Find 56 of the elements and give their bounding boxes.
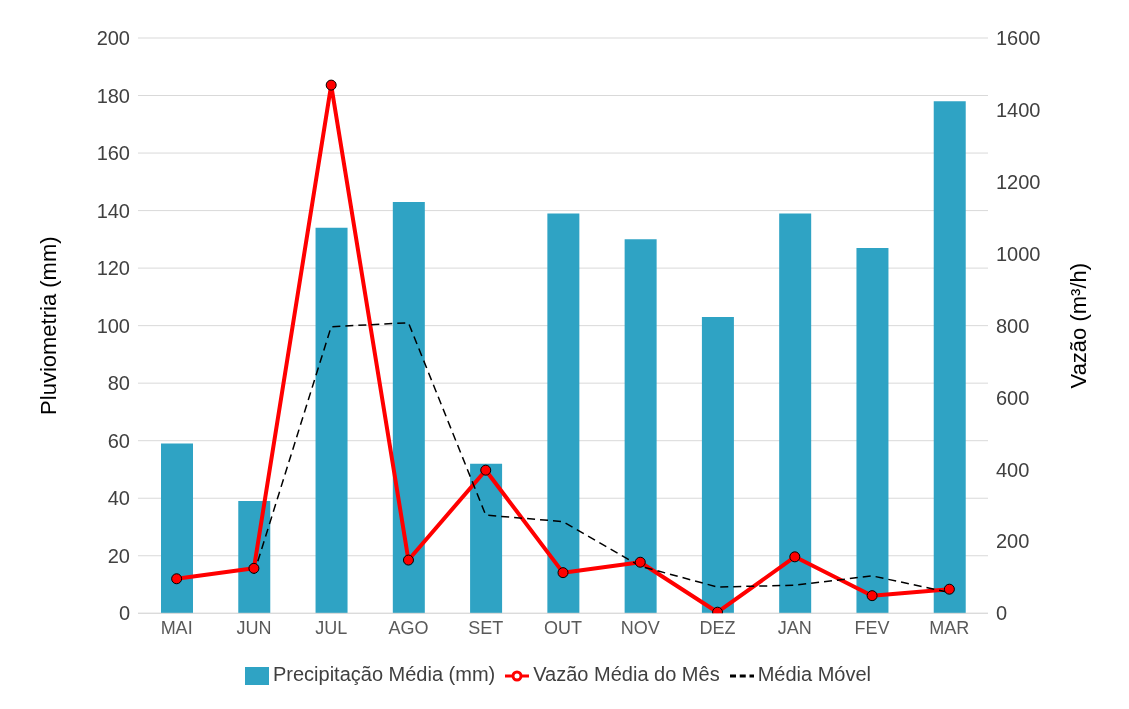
x-tick-label: MAR bbox=[929, 618, 970, 639]
point bbox=[325, 79, 337, 91]
y-axis-title: Pluviometria (mm) bbox=[35, 236, 61, 415]
y2-tick-label: 1400 bbox=[996, 99, 1041, 122]
y-tick-label: 140 bbox=[96, 199, 130, 222]
point bbox=[480, 464, 492, 476]
y2-axis-title: Vazão (m³/h) bbox=[1065, 262, 1091, 389]
y-tick-label: 60 bbox=[107, 429, 130, 452]
y2-tick-label: 0 bbox=[996, 602, 1008, 625]
bar bbox=[624, 239, 657, 614]
y2-tick-label: 400 bbox=[996, 458, 1030, 481]
y2-tick-label: 600 bbox=[996, 386, 1030, 409]
bar bbox=[392, 201, 425, 614]
bar bbox=[701, 317, 734, 614]
point bbox=[557, 567, 569, 579]
y-tick-label: 120 bbox=[96, 257, 130, 280]
y-tick-label: 0 bbox=[118, 602, 130, 625]
x-tick-label: OUT bbox=[544, 618, 582, 639]
bar bbox=[315, 227, 348, 614]
x-tick-label: SET bbox=[468, 618, 504, 639]
legend-label: Média Móvel bbox=[757, 663, 872, 686]
y-tick-label: 200 bbox=[96, 27, 130, 50]
y2-tick-label: 1000 bbox=[996, 242, 1041, 265]
point bbox=[789, 551, 801, 563]
x-tick-label: AGO bbox=[388, 618, 429, 639]
y-tick-label: 100 bbox=[96, 314, 130, 337]
x-tick-label: JUL bbox=[315, 618, 348, 639]
x-tick-label: JUN bbox=[236, 618, 272, 639]
y2-tick-label: 800 bbox=[996, 314, 1030, 337]
x-tick-label: NOV bbox=[620, 618, 660, 639]
y-tick-label: 40 bbox=[107, 487, 130, 510]
bar bbox=[470, 463, 503, 614]
y-tick-label: 80 bbox=[107, 372, 130, 395]
bar bbox=[161, 443, 193, 614]
y-tick-label: 160 bbox=[96, 142, 130, 165]
point bbox=[634, 556, 646, 568]
point bbox=[866, 590, 878, 602]
legend-label: Vazão Média do Mês bbox=[533, 663, 720, 686]
point bbox=[402, 554, 414, 566]
bar bbox=[779, 213, 812, 614]
point bbox=[248, 562, 260, 574]
bar bbox=[547, 213, 580, 614]
bar bbox=[933, 101, 966, 614]
y2-tick-label: 1200 bbox=[996, 170, 1041, 193]
y2-tick-label: 200 bbox=[996, 530, 1030, 553]
legend-label: Precipitação Média (mm) bbox=[272, 663, 496, 686]
y-tick-label: 20 bbox=[107, 544, 130, 567]
x-tick-label: FEV bbox=[854, 618, 890, 639]
bar bbox=[856, 247, 889, 614]
x-tick-label: JAN bbox=[777, 618, 812, 639]
point bbox=[943, 583, 955, 595]
x-tick-label: DEZ bbox=[699, 618, 736, 639]
point bbox=[171, 573, 183, 585]
y-tick-label: 180 bbox=[96, 84, 130, 107]
y2-tick-label: 1600 bbox=[996, 27, 1041, 50]
x-tick-label: MAI bbox=[160, 618, 193, 639]
